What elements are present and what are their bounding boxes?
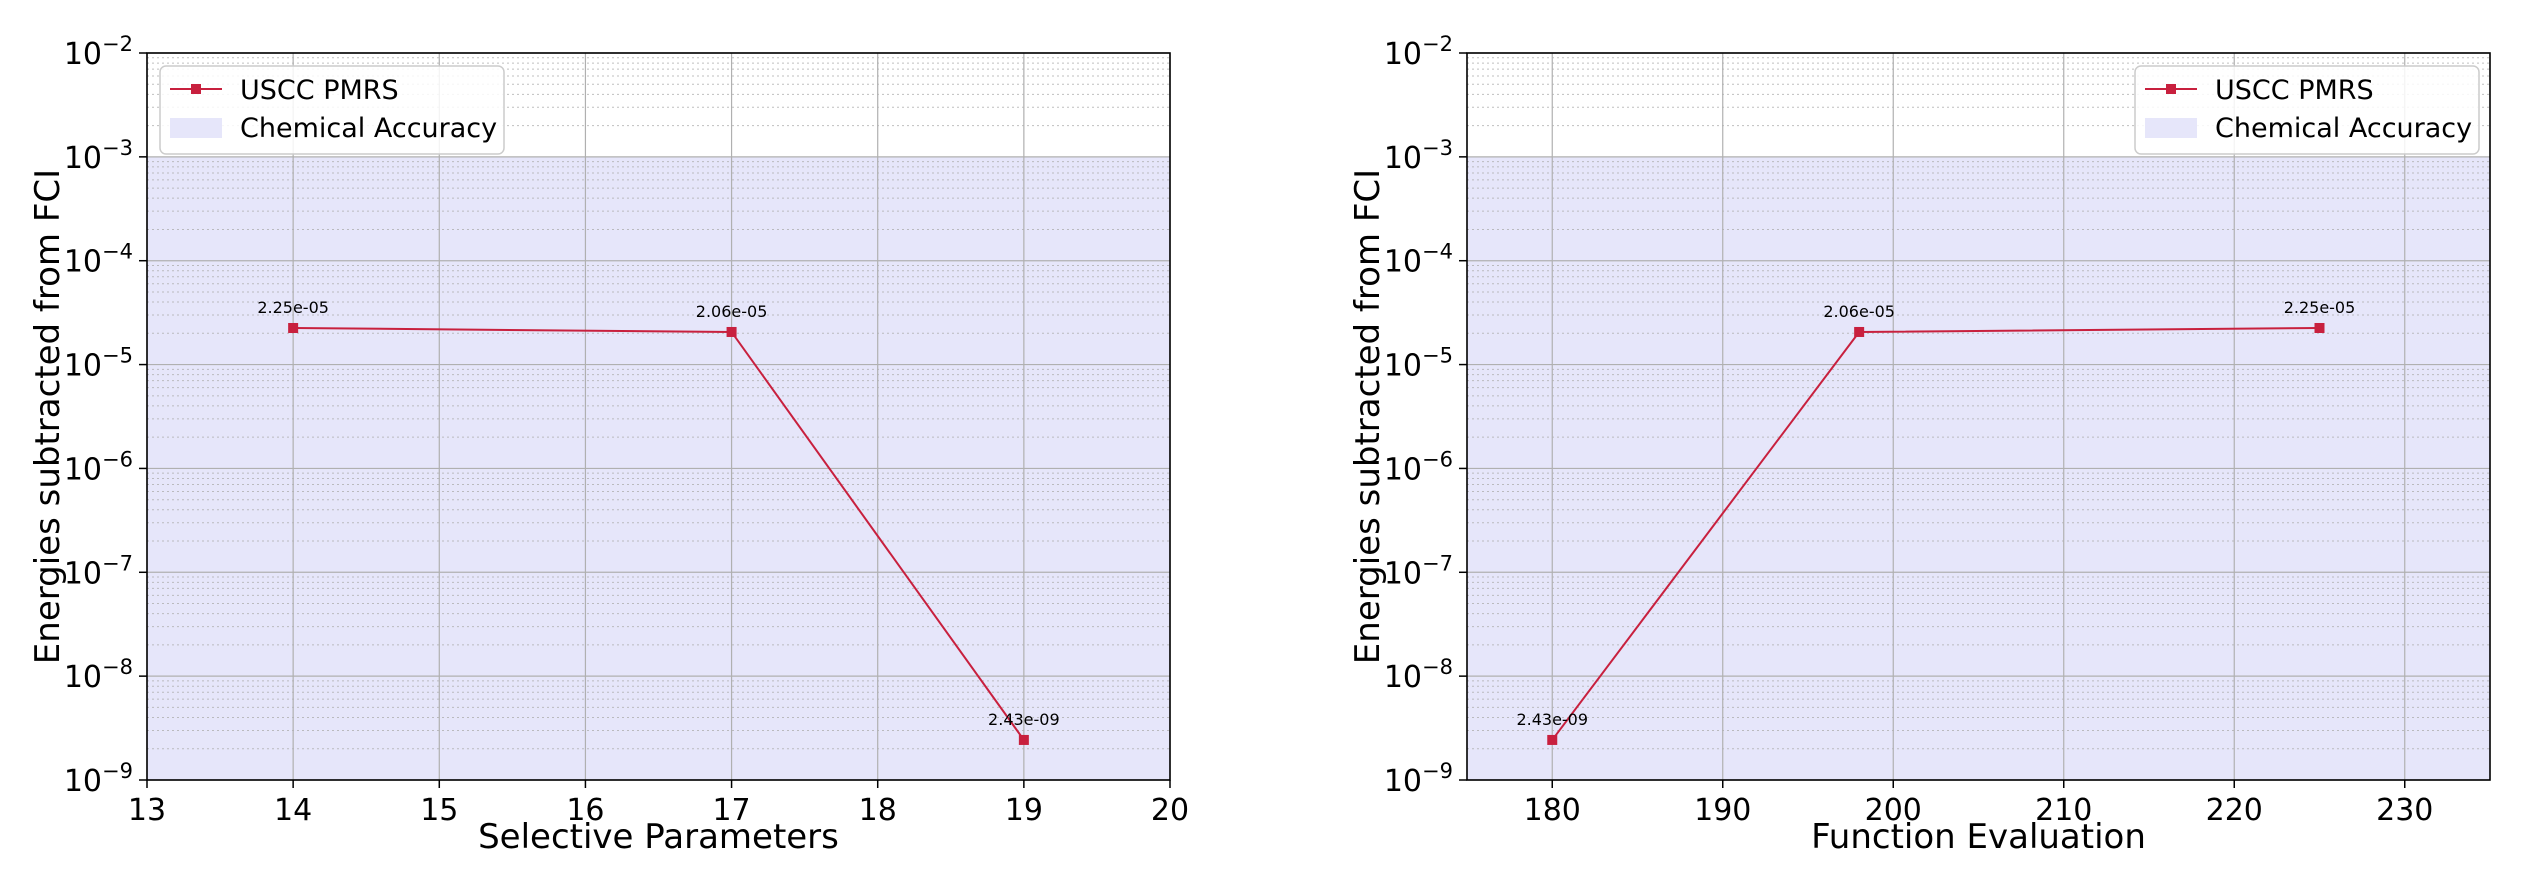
legend-band-swatch xyxy=(2145,118,2197,138)
x-tick-label: 15 xyxy=(420,793,458,828)
y-tick-label: 10−3 xyxy=(1384,136,1453,176)
x-tick-label: 200 xyxy=(1865,793,1922,828)
y-tick-base: 10 xyxy=(64,37,102,72)
y-tick-base: 10 xyxy=(1384,660,1422,695)
x-tick-label: 20 xyxy=(1151,793,1189,828)
x-tick-label: 210 xyxy=(2035,793,2092,828)
y-tick-exponent: −2 xyxy=(102,32,133,56)
y-tick-base: 10 xyxy=(1384,349,1422,384)
y-tick-base: 10 xyxy=(1384,556,1422,591)
y-tick-label: 10−9 xyxy=(64,759,133,799)
y-tick-exponent: −6 xyxy=(102,447,133,471)
y-tick-exponent: −3 xyxy=(1422,136,1453,160)
legend: USCC PMRS Chemical Accuracy xyxy=(2134,65,2480,155)
x-tick-label: 17 xyxy=(712,793,750,828)
y-tick-exponent: −4 xyxy=(102,240,133,264)
y-tick-label: 10−6 xyxy=(1384,447,1453,487)
y-axis-label: Energies subtracted from FCI xyxy=(1348,169,1388,664)
axes-frame xyxy=(1466,52,2491,781)
data-point xyxy=(2314,322,2325,333)
legend-band-swatch xyxy=(170,118,222,138)
y-tick-label: 10−5 xyxy=(64,344,133,384)
y-tick-label: 10−7 xyxy=(64,551,133,591)
x-tick-label: 13 xyxy=(128,793,166,828)
y-axis-label: Energies subtracted from FCI xyxy=(28,169,68,664)
legend-entry-band: Chemical Accuracy xyxy=(240,113,497,144)
chart-left: 13 14 15 16 17 18 19 2010−910−810−710−610−510−4… xyxy=(28,32,1189,857)
y-tick-label: 10−3 xyxy=(64,136,133,176)
x-tick-label: 230 xyxy=(2376,793,2433,828)
data-point xyxy=(1018,734,1029,745)
y-tick-exponent: −8 xyxy=(102,655,133,679)
y-tick-label: 10−7 xyxy=(1384,551,1453,591)
legend-box xyxy=(2134,65,2480,155)
x-tick-label: 18 xyxy=(859,793,897,828)
y-tick-base: 10 xyxy=(64,764,102,799)
x-tick-label: 180 xyxy=(1524,793,1581,828)
x-tick-label: 14 xyxy=(274,793,312,828)
y-tick-label: 10−4 xyxy=(1384,240,1453,280)
legend-marker-swatch xyxy=(191,84,201,94)
x-axis-label: Function Evaluation xyxy=(1811,817,2146,857)
y-tick-exponent: −5 xyxy=(1422,344,1453,368)
y-tick-label: 10−2 xyxy=(64,32,133,72)
y-tick-label: 10−5 xyxy=(1384,344,1453,384)
y-tick-base: 10 xyxy=(1384,764,1422,799)
y-tick-base: 10 xyxy=(64,556,102,591)
data-label: 2.43e-09 xyxy=(988,710,1060,729)
data-label: 2.25e-05 xyxy=(2284,298,2356,317)
data-point xyxy=(288,322,299,333)
y-tick-label: 10−8 xyxy=(1384,655,1453,695)
x-axis-label: Selective Parameters xyxy=(478,817,839,857)
y-tick-exponent: −2 xyxy=(1422,32,1453,56)
y-tick-base: 10 xyxy=(64,452,102,487)
y-tick-label: 10−4 xyxy=(64,240,133,280)
x-tick-label: 16 xyxy=(566,793,604,828)
legend-entry-series: USCC PMRS xyxy=(2215,75,2374,106)
chart-right: 180 190 200 210 220 23010−910−810−710−610−510… xyxy=(1348,32,2491,857)
data-label: 2.43e-09 xyxy=(1516,710,1588,729)
legend-entry-band: Chemical Accuracy xyxy=(2215,113,2472,144)
y-tick-base: 10 xyxy=(64,245,102,280)
y-tick-exponent: −7 xyxy=(102,551,133,575)
y-tick-label: 10−8 xyxy=(64,655,133,695)
y-tick-exponent: −7 xyxy=(1422,551,1453,575)
y-tick-exponent: −6 xyxy=(1422,447,1453,471)
y-tick-exponent: −9 xyxy=(102,759,133,783)
y-tick-base: 10 xyxy=(1384,37,1422,72)
y-tick-exponent: −9 xyxy=(1422,759,1453,783)
x-tick-label: 220 xyxy=(2206,793,2263,828)
y-tick-exponent: −4 xyxy=(1422,240,1453,264)
legend: USCC PMRS Chemical Accuracy xyxy=(159,65,505,155)
legend-entry-series: USCC PMRS xyxy=(240,75,399,106)
y-tick-base: 10 xyxy=(64,349,102,384)
x-tick-label: 19 xyxy=(1005,793,1043,828)
data-point xyxy=(1547,734,1558,745)
axes-frame xyxy=(146,52,1171,781)
y-tick-base: 10 xyxy=(1384,141,1422,176)
y-tick-label: 10−9 xyxy=(1384,759,1453,799)
y-tick-exponent: −3 xyxy=(102,136,133,160)
y-tick-exponent: −8 xyxy=(1422,655,1453,679)
data-point xyxy=(726,326,737,337)
data-label: 2.06e-05 xyxy=(1823,302,1895,321)
y-tick-base: 10 xyxy=(64,660,102,695)
y-tick-exponent: −5 xyxy=(102,344,133,368)
data-label: 2.06e-05 xyxy=(696,302,768,321)
y-tick-label: 10−6 xyxy=(64,447,133,487)
data-label: 2.25e-05 xyxy=(257,298,329,317)
y-tick-base: 10 xyxy=(1384,452,1422,487)
y-tick-label: 10−2 xyxy=(1384,32,1453,72)
y-tick-base: 10 xyxy=(64,141,102,176)
legend-box xyxy=(159,65,505,155)
data-point xyxy=(1854,326,1865,337)
legend-marker-swatch xyxy=(2166,84,2176,94)
x-tick-label: 190 xyxy=(1694,793,1751,828)
y-tick-base: 10 xyxy=(1384,245,1422,280)
